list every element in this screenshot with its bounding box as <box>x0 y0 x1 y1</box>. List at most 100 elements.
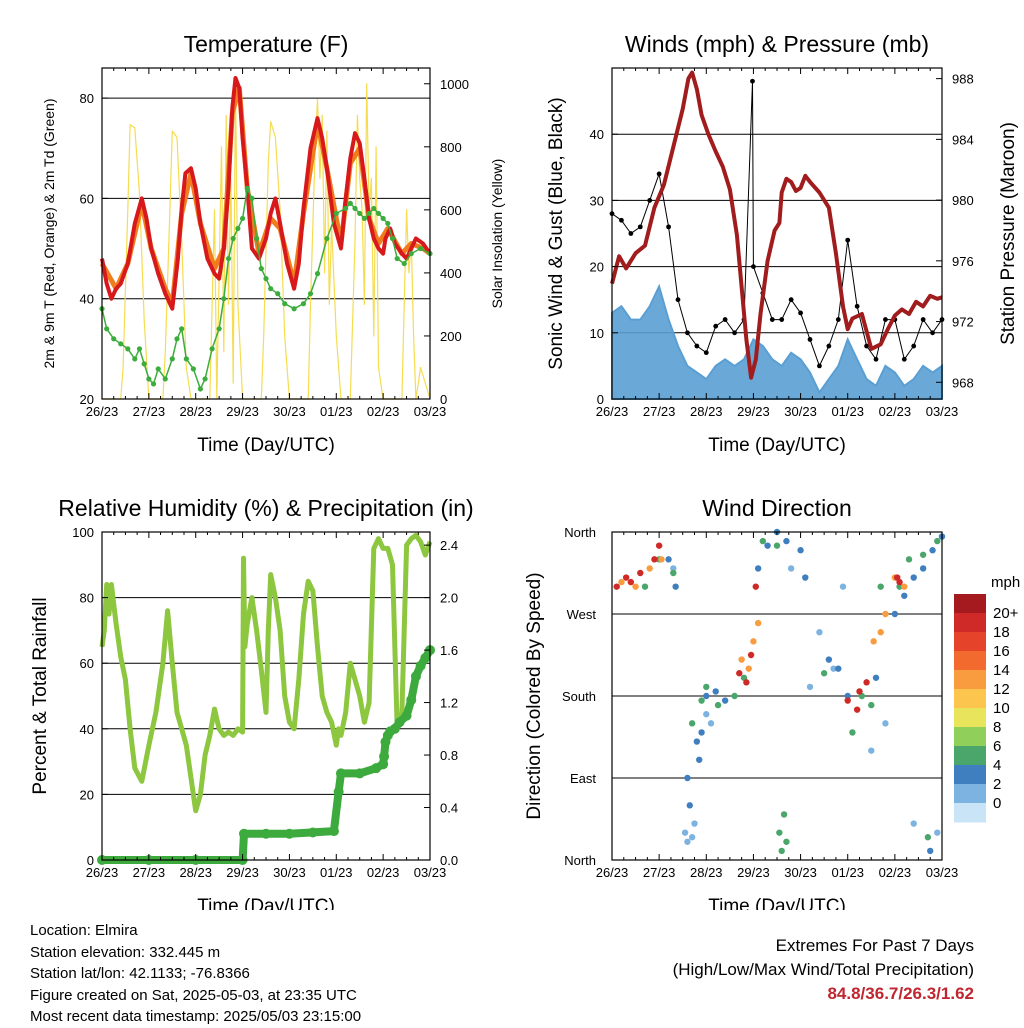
direction-point <box>924 834 932 841</box>
precip-point <box>379 751 390 762</box>
direction-point <box>721 697 729 704</box>
direction-point <box>684 774 691 782</box>
x-tick-label: 26/23 <box>596 404 629 419</box>
gust-line <box>611 80 943 367</box>
x-tick-label: 27/23 <box>133 404 166 419</box>
recent-text: Most recent data timestamp: 2025/05/03 2… <box>30 1008 362 1025</box>
solar-insolation-line <box>102 83 431 400</box>
colorbar-tick-label: 4 <box>993 757 1001 774</box>
latlon-text: Station lat/lon: 42.1133; -76.8366 <box>30 965 250 982</box>
x-tick-label: 29/23 <box>737 404 770 419</box>
precip-point <box>261 828 271 839</box>
direction-point <box>658 556 665 563</box>
x-tick-label: 27/23 <box>643 404 676 419</box>
x-tick-label: 30/23 <box>273 865 306 880</box>
panel-4: 26/23 27/23 28/23 29/23 30/23 01/23 02/23 03/23… <box>524 495 1020 910</box>
direction-point <box>919 551 927 558</box>
direction-point <box>651 556 658 563</box>
direction-point <box>844 697 851 704</box>
direction-point <box>863 679 870 686</box>
direction-point <box>747 651 755 659</box>
x-tick-label: 30/23 <box>784 404 817 419</box>
direction-point <box>641 583 649 590</box>
x-tick-label: 26/23 <box>596 865 629 880</box>
colorbar-swatch <box>954 594 986 614</box>
direction-point <box>754 565 762 572</box>
direction-point <box>670 569 677 577</box>
precip-point <box>415 660 426 671</box>
direction-point <box>780 811 788 818</box>
y2-tick-label: 968 <box>952 375 974 390</box>
x-tick-label: 27/23 <box>643 865 676 880</box>
direction-point <box>637 569 644 577</box>
colorbar-swatch <box>954 765 986 785</box>
x-tick-label: 02/23 <box>879 404 912 419</box>
direction-point <box>872 674 880 681</box>
y2-tick-label: 972 <box>952 315 974 330</box>
direction-point <box>853 706 861 713</box>
y2-tick-label: 1000 <box>440 77 469 92</box>
colorbar-tick-label: 10 <box>993 700 1010 717</box>
direction-point <box>797 547 804 554</box>
y2-tick-label: 984 <box>952 132 974 147</box>
y-tick-label: 20 <box>80 392 94 407</box>
direction-point <box>714 701 722 709</box>
direction-point <box>764 542 771 549</box>
y-tick-label: 80 <box>80 591 94 606</box>
direction-point <box>738 656 745 663</box>
direction-point <box>856 688 863 695</box>
direction-point <box>910 820 917 827</box>
direction-point <box>901 592 908 599</box>
direction-point <box>703 711 710 718</box>
direction-point <box>712 688 719 695</box>
extremes-values: 84.8/36.7/26.3/1.62 <box>827 984 974 1003</box>
direction-point <box>688 720 696 727</box>
direction-point <box>839 583 847 590</box>
x-tick-label: 03/23 <box>926 404 959 419</box>
direction-point <box>778 847 785 855</box>
direction-point <box>632 583 639 590</box>
y-tick-label: 40 <box>80 292 94 307</box>
x-tick-label: 28/23 <box>690 865 723 880</box>
x-tick-label: 26/23 <box>86 865 119 880</box>
precip-point <box>410 671 421 682</box>
direction-point <box>655 542 663 549</box>
x-tick-label: 01/23 <box>320 404 353 419</box>
direction-point <box>752 583 759 590</box>
direction-point <box>882 720 889 727</box>
precip-point <box>238 828 249 839</box>
direction-point <box>681 829 689 836</box>
y-axis-label: Sonic Wind & Gust (Blue, Black) <box>546 97 567 369</box>
direction-point <box>816 629 823 636</box>
pressure-line <box>610 70 943 380</box>
direction-point <box>688 834 696 841</box>
direction-point <box>684 838 691 845</box>
x-tick-label: 30/23 <box>273 404 306 419</box>
x-tick-label: 29/23 <box>226 404 259 419</box>
chart-title: Winds (mph) & Pressure (mb) <box>625 31 929 57</box>
direction-point <box>910 574 917 581</box>
location-text: Location: Elmira <box>30 922 138 939</box>
created-text: Figure created on Sat, 2025-05-03, at 23… <box>30 986 357 1004</box>
x-tick-label: 02/23 <box>367 404 400 419</box>
precip-point <box>328 826 339 837</box>
direction-point <box>868 747 875 754</box>
direction-point <box>783 838 790 845</box>
chart-title: Relative Humidity (%) & Precipitation (i… <box>58 495 473 521</box>
y-tick-label: 20 <box>590 260 604 275</box>
colorbar-tick-label: 18 <box>993 624 1010 641</box>
panel-2: 26/23 27/23 28/23 29/23 30/23 01/23 02/23 03/23… <box>546 31 1019 456</box>
direction-point <box>736 670 743 677</box>
colorbar: mph 20+ 18 16 14 12 10 8 6 4 2 0 <box>954 574 1020 823</box>
direction-point <box>665 556 672 563</box>
y-tick-label: 100 <box>72 525 94 540</box>
y-tick-label: 60 <box>80 656 94 671</box>
x-tick-label: 03/23 <box>414 865 447 880</box>
colorbar-swatch <box>954 651 986 671</box>
colorbar-swatch <box>954 613 986 633</box>
x-axis-label: Time (Day/UTC) <box>708 896 846 910</box>
y-tick-label: West <box>567 607 597 622</box>
direction-point <box>745 665 752 672</box>
direction-point <box>754 619 762 627</box>
x-tick-label: 27/23 <box>133 865 166 880</box>
